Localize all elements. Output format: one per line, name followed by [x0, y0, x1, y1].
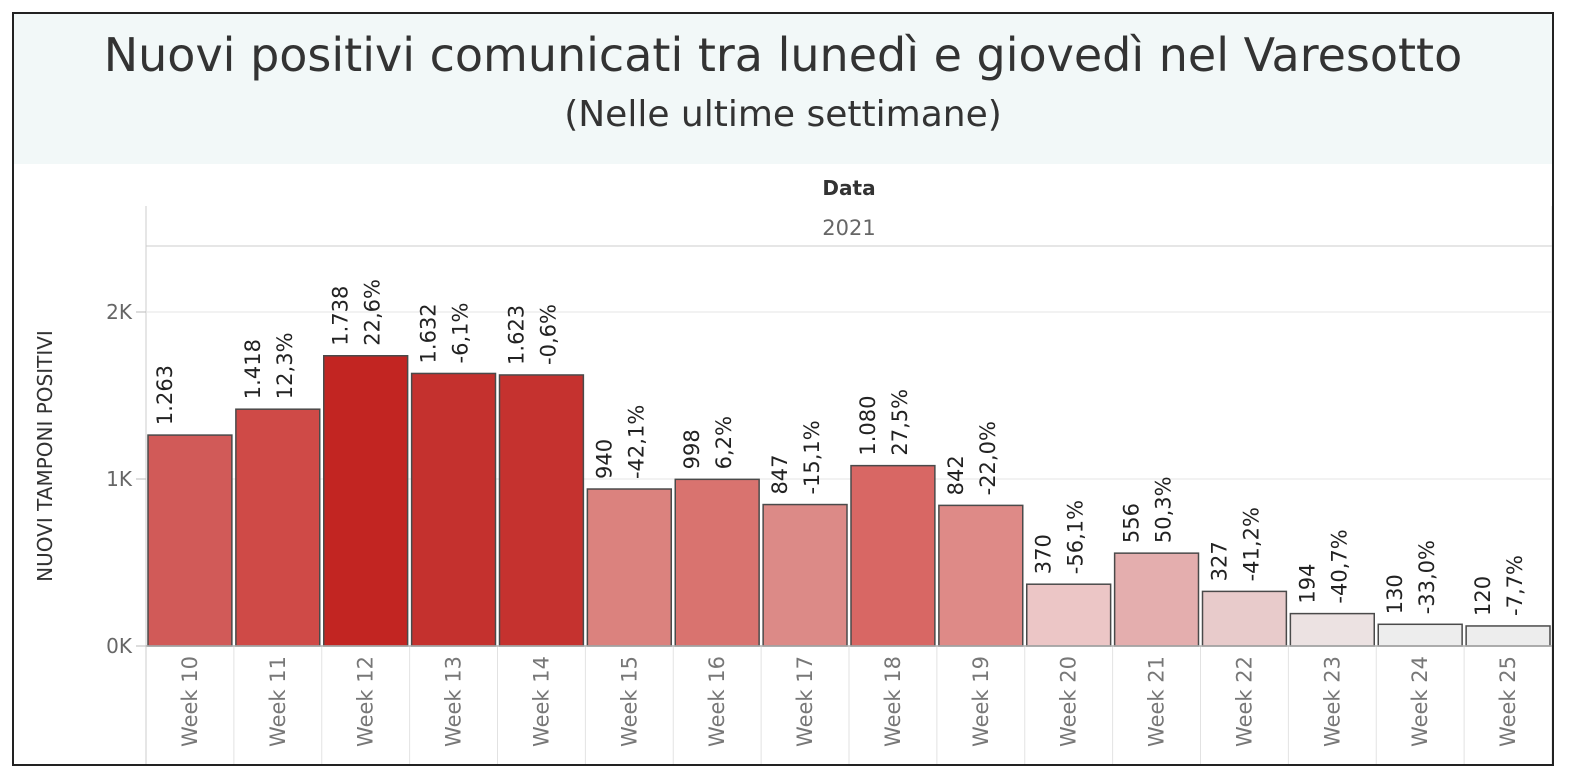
change-label: 6,2% — [712, 416, 736, 469]
value-label: 1.738 — [329, 286, 353, 346]
change-label: 22,6% — [361, 279, 385, 346]
bar — [323, 355, 409, 647]
x-axis-ticks: Week 10 Week 11 Week 12 Week 13 Week 14 Week … — [178, 646, 1520, 764]
change-label: -56,1% — [1064, 500, 1088, 574]
column-header: Data — [822, 176, 875, 200]
value-label: 194 — [1295, 564, 1319, 604]
value-label: 940 — [592, 439, 616, 479]
x-tick-label: Week 16 — [705, 656, 729, 747]
value-label: 556 — [1120, 503, 1144, 543]
change-label: 50,3% — [1152, 476, 1176, 543]
year-header: 2021 — [822, 216, 875, 240]
chart-frame: Nuovi positivi comunicati tra lunedì e g… — [12, 12, 1554, 766]
bar — [1113, 552, 1200, 647]
y-axis-title: NUOVI TAMPONI POSITIVI — [33, 330, 57, 582]
value-label: 120 — [1471, 576, 1495, 616]
change-label: 27,5% — [888, 389, 912, 456]
bar — [1377, 623, 1463, 647]
y-tick-label: 1K — [106, 467, 133, 491]
x-tick-label: Week 20 — [1057, 656, 1081, 747]
change-label: -22,0% — [976, 421, 1000, 495]
change-label: -7,7% — [1503, 555, 1527, 616]
x-tick-label: Week 14 — [529, 656, 553, 747]
value-label: 1.418 — [241, 339, 265, 399]
bar — [1465, 625, 1551, 647]
x-tick-label: Week 25 — [1496, 656, 1520, 747]
y-axis-ticks: 0K 1K 2K — [106, 300, 146, 658]
bar — [410, 372, 497, 647]
chart-title: Nuovi positivi comunicati tra lunedì e g… — [103, 28, 1463, 82]
chart-subtitle: (Nelle ultime settimane) — [564, 94, 1002, 135]
bar — [498, 374, 585, 647]
x-tick-label: Week 17 — [793, 656, 817, 747]
value-label: 842 — [944, 455, 968, 495]
bar — [235, 408, 321, 647]
change-label: -6,1% — [449, 303, 473, 364]
x-tick-label: Week 11 — [266, 656, 290, 747]
bar — [1201, 590, 1288, 647]
bar — [850, 464, 936, 647]
bar — [147, 434, 233, 647]
value-label: 130 — [1383, 574, 1407, 614]
bar-chart: Data 2021 NUOVI TAMPONI POSITIVI 0K1K2K … — [33, 176, 1552, 764]
x-tick-label: Week 15 — [617, 656, 641, 747]
change-label: -41,2% — [1239, 507, 1263, 581]
x-tick-label: Week 22 — [1232, 656, 1256, 747]
value-label: 1.080 — [856, 396, 880, 456]
x-tick-label: Week 10 — [178, 656, 202, 747]
x-tick-label: Week 23 — [1320, 656, 1344, 747]
value-label: 1.632 — [417, 303, 441, 363]
change-label: -0,6% — [536, 304, 560, 365]
value-label: 1.623 — [504, 305, 528, 365]
bar — [1289, 612, 1375, 647]
change-label: -15,1% — [800, 420, 824, 494]
change-label: -42,1% — [624, 405, 648, 479]
x-tick-label: Week 12 — [354, 656, 378, 747]
bar — [938, 504, 1024, 647]
y-tick-label: 0K — [106, 634, 133, 658]
x-tick-label: Week 13 — [442, 656, 466, 747]
x-tick-label: Week 24 — [1408, 656, 1432, 747]
value-label: 998 — [680, 429, 704, 469]
x-tick-label: Week 21 — [1145, 656, 1169, 747]
data-labels: 1.263 1.418 12,3% 1.738 22,6% 1.632 -6,1% 1.623… — [153, 279, 1527, 616]
change-label: -40,7% — [1327, 529, 1351, 603]
bar — [674, 478, 760, 647]
x-tick-label: Week 18 — [881, 656, 905, 747]
value-label: 327 — [1207, 541, 1231, 581]
bar — [762, 503, 848, 647]
change-label: -33,0% — [1415, 540, 1439, 614]
bar — [586, 488, 672, 647]
title-band: Nuovi positivi comunicati tra lunedì e g… — [14, 14, 1552, 164]
bar — [1026, 583, 1112, 647]
x-tick-label: Week 19 — [969, 656, 993, 747]
value-label: 1.263 — [153, 365, 177, 425]
y-tick-label: 2K — [106, 300, 133, 324]
bars — [147, 355, 1551, 647]
change-label: 12,3% — [273, 332, 297, 399]
value-label: 847 — [768, 454, 792, 494]
value-label: 370 — [1032, 534, 1056, 574]
